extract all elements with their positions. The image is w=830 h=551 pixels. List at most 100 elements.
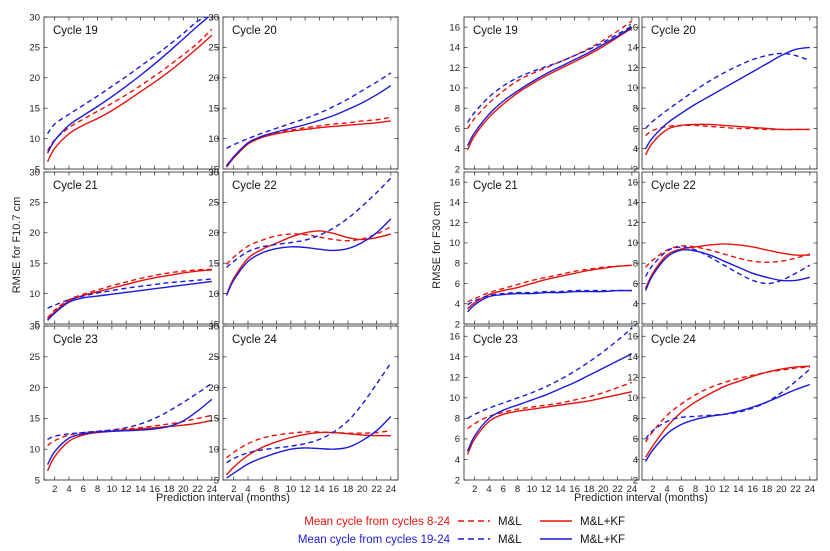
y-tick-label: 8 — [455, 259, 460, 270]
series-line-mean-cycle-19-24-m-l-kf — [466, 353, 633, 452]
x-tick-label: 22 — [192, 484, 203, 495]
panel-title: Cycle 23 — [53, 334, 98, 346]
y-tick-label: 8 — [455, 104, 460, 115]
x-tick-label: 24 — [627, 484, 638, 495]
x-tick-label: 14 — [733, 484, 744, 495]
left-ylabel: RMSE for F10.7 cm — [11, 197, 23, 294]
panel-title: Cycle 19 — [53, 25, 98, 37]
y-tick-label: 5 — [214, 475, 219, 486]
series-line-mean-cycle-8-24-m-l — [226, 430, 391, 459]
y-tick-label: 10 — [208, 134, 219, 145]
y-tick-label: 2 — [455, 475, 460, 486]
y-tick-label: 10 — [449, 393, 460, 404]
x-tick-label: 4 — [486, 484, 491, 495]
y-tick-label: 15 — [208, 414, 219, 425]
y-tick-label: 16 — [449, 22, 460, 33]
series-line-mean-cycle-19-24-m-l — [226, 177, 392, 268]
y-tick-label: 10 — [208, 289, 219, 300]
x-tick-label: 24 — [805, 484, 816, 495]
x-tick-label: 24 — [386, 484, 397, 495]
panel-f10-7-cycle-22: 5 10 15 20 25 30 Cycle 22 — [208, 167, 399, 330]
x-tick-label: 14 — [555, 484, 566, 495]
y-tick-label: 4 — [633, 455, 638, 466]
series-line-mean-cycle-8-24-m-l-kf — [466, 391, 633, 455]
series-line-mean-cycle-19-24-m-l-kf — [46, 398, 213, 465]
legend-blue-label: Mean cycle from cycles 19-24 — [298, 534, 451, 546]
legend-blue-dashed-text: M&L — [498, 534, 522, 546]
y-tick-label: 10 — [29, 289, 40, 300]
y-tick-label: 4 — [633, 144, 638, 155]
y-tick-label: 16 — [627, 177, 638, 188]
x-tick-label: 8 — [693, 484, 698, 495]
x-tick-label: 6 — [81, 484, 86, 495]
x-tick-label: 8 — [274, 484, 279, 495]
y-tick-label: 25 — [29, 352, 40, 363]
y-tick-label: 15 — [29, 414, 40, 425]
y-tick-label: 20 — [208, 383, 219, 394]
y-tick-label: 25 — [208, 43, 219, 54]
x-tick-label: 4 — [66, 484, 71, 495]
x-tick-label: 12 — [300, 484, 311, 495]
x-tick-label: 10 — [286, 484, 297, 495]
y-tick-label: 4 — [455, 144, 460, 155]
y-tick-label: 12 — [627, 373, 638, 384]
series-line-mean-cycle-19-24-m-l — [47, 382, 213, 440]
y-tick-label: 5 — [35, 475, 40, 486]
panel-frame — [641, 325, 818, 481]
y-tick-label: 6 — [633, 279, 638, 290]
y-tick-label: 4 — [455, 299, 460, 310]
y-tick-label: 4 — [455, 455, 460, 466]
y-tick-label: 15 — [29, 259, 40, 270]
panel-f10-7-cycle-20: 5 10 15 20 25 30 Cycle 20 — [208, 12, 399, 175]
y-tick-label: 15 — [208, 104, 219, 115]
y-tick-label: 12 — [449, 63, 460, 74]
x-tick-label: 4 — [664, 484, 669, 495]
y-tick-label: 20 — [29, 73, 40, 84]
panel-frame — [463, 171, 640, 325]
x-tick-label: 24 — [207, 484, 218, 495]
x-tick-label: 16 — [747, 484, 758, 495]
x-tick-label: 18 — [584, 484, 595, 495]
y-tick-label: 6 — [633, 124, 638, 135]
y-tick-label: 2 — [455, 319, 460, 330]
y-tick-label: 20 — [29, 228, 40, 239]
y-tick-label: 16 — [627, 332, 638, 343]
y-tick-label: 14 — [627, 43, 638, 54]
y-tick-label: 20 — [208, 228, 219, 239]
series-line-mean-cycle-8-24-m-l-kf — [466, 27, 633, 151]
x-tick-label: 6 — [501, 484, 506, 495]
panel-f10-7-cycle-19: 5 10 15 20 25 30 Cycle 19 — [29, 12, 220, 175]
y-tick-label: 25 — [208, 198, 219, 209]
x-tick-label: 20 — [598, 484, 609, 495]
y-tick-label: 15 — [29, 104, 40, 115]
x-tick-label: 20 — [776, 484, 787, 495]
x-tick-label: 4 — [245, 484, 250, 495]
y-tick-label: 25 — [208, 352, 219, 363]
x-tick-label: 12 — [719, 484, 730, 495]
y-tick-label: 8 — [455, 414, 460, 425]
y-tick-label: 2 — [633, 475, 638, 486]
x-tick-label: 18 — [762, 484, 773, 495]
panel-frame — [463, 325, 640, 481]
y-tick-label: 30 — [29, 12, 40, 23]
y-tick-label: 6 — [455, 434, 460, 445]
x-tick-label: 16 — [328, 484, 339, 495]
x-tick-label: 12 — [121, 484, 132, 495]
y-tick-label: 10 — [29, 445, 40, 456]
x-tick-label: 2 — [650, 484, 655, 495]
panel-title: Cycle 23 — [473, 334, 518, 346]
panel-frame — [222, 16, 399, 170]
y-tick-label: 14 — [449, 352, 460, 363]
panel-f30-cycle-21: 2 4 6 8 10 12 14 16 Cycle 21 — [449, 171, 640, 330]
series-line-mean-cycle-8-24-m-l — [47, 268, 212, 319]
y-tick-label: 5 — [35, 164, 40, 175]
series-line-mean-cycle-8-24-m-l-kf — [46, 34, 213, 163]
series-line-mean-cycle-8-24-m-l — [644, 366, 810, 443]
y-tick-label: 8 — [633, 414, 638, 425]
x-tick-label: 22 — [790, 484, 801, 495]
x-tick-label: 18 — [343, 484, 354, 495]
y-tick-label: 6 — [455, 124, 460, 135]
x-tick-label: 14 — [135, 484, 146, 495]
